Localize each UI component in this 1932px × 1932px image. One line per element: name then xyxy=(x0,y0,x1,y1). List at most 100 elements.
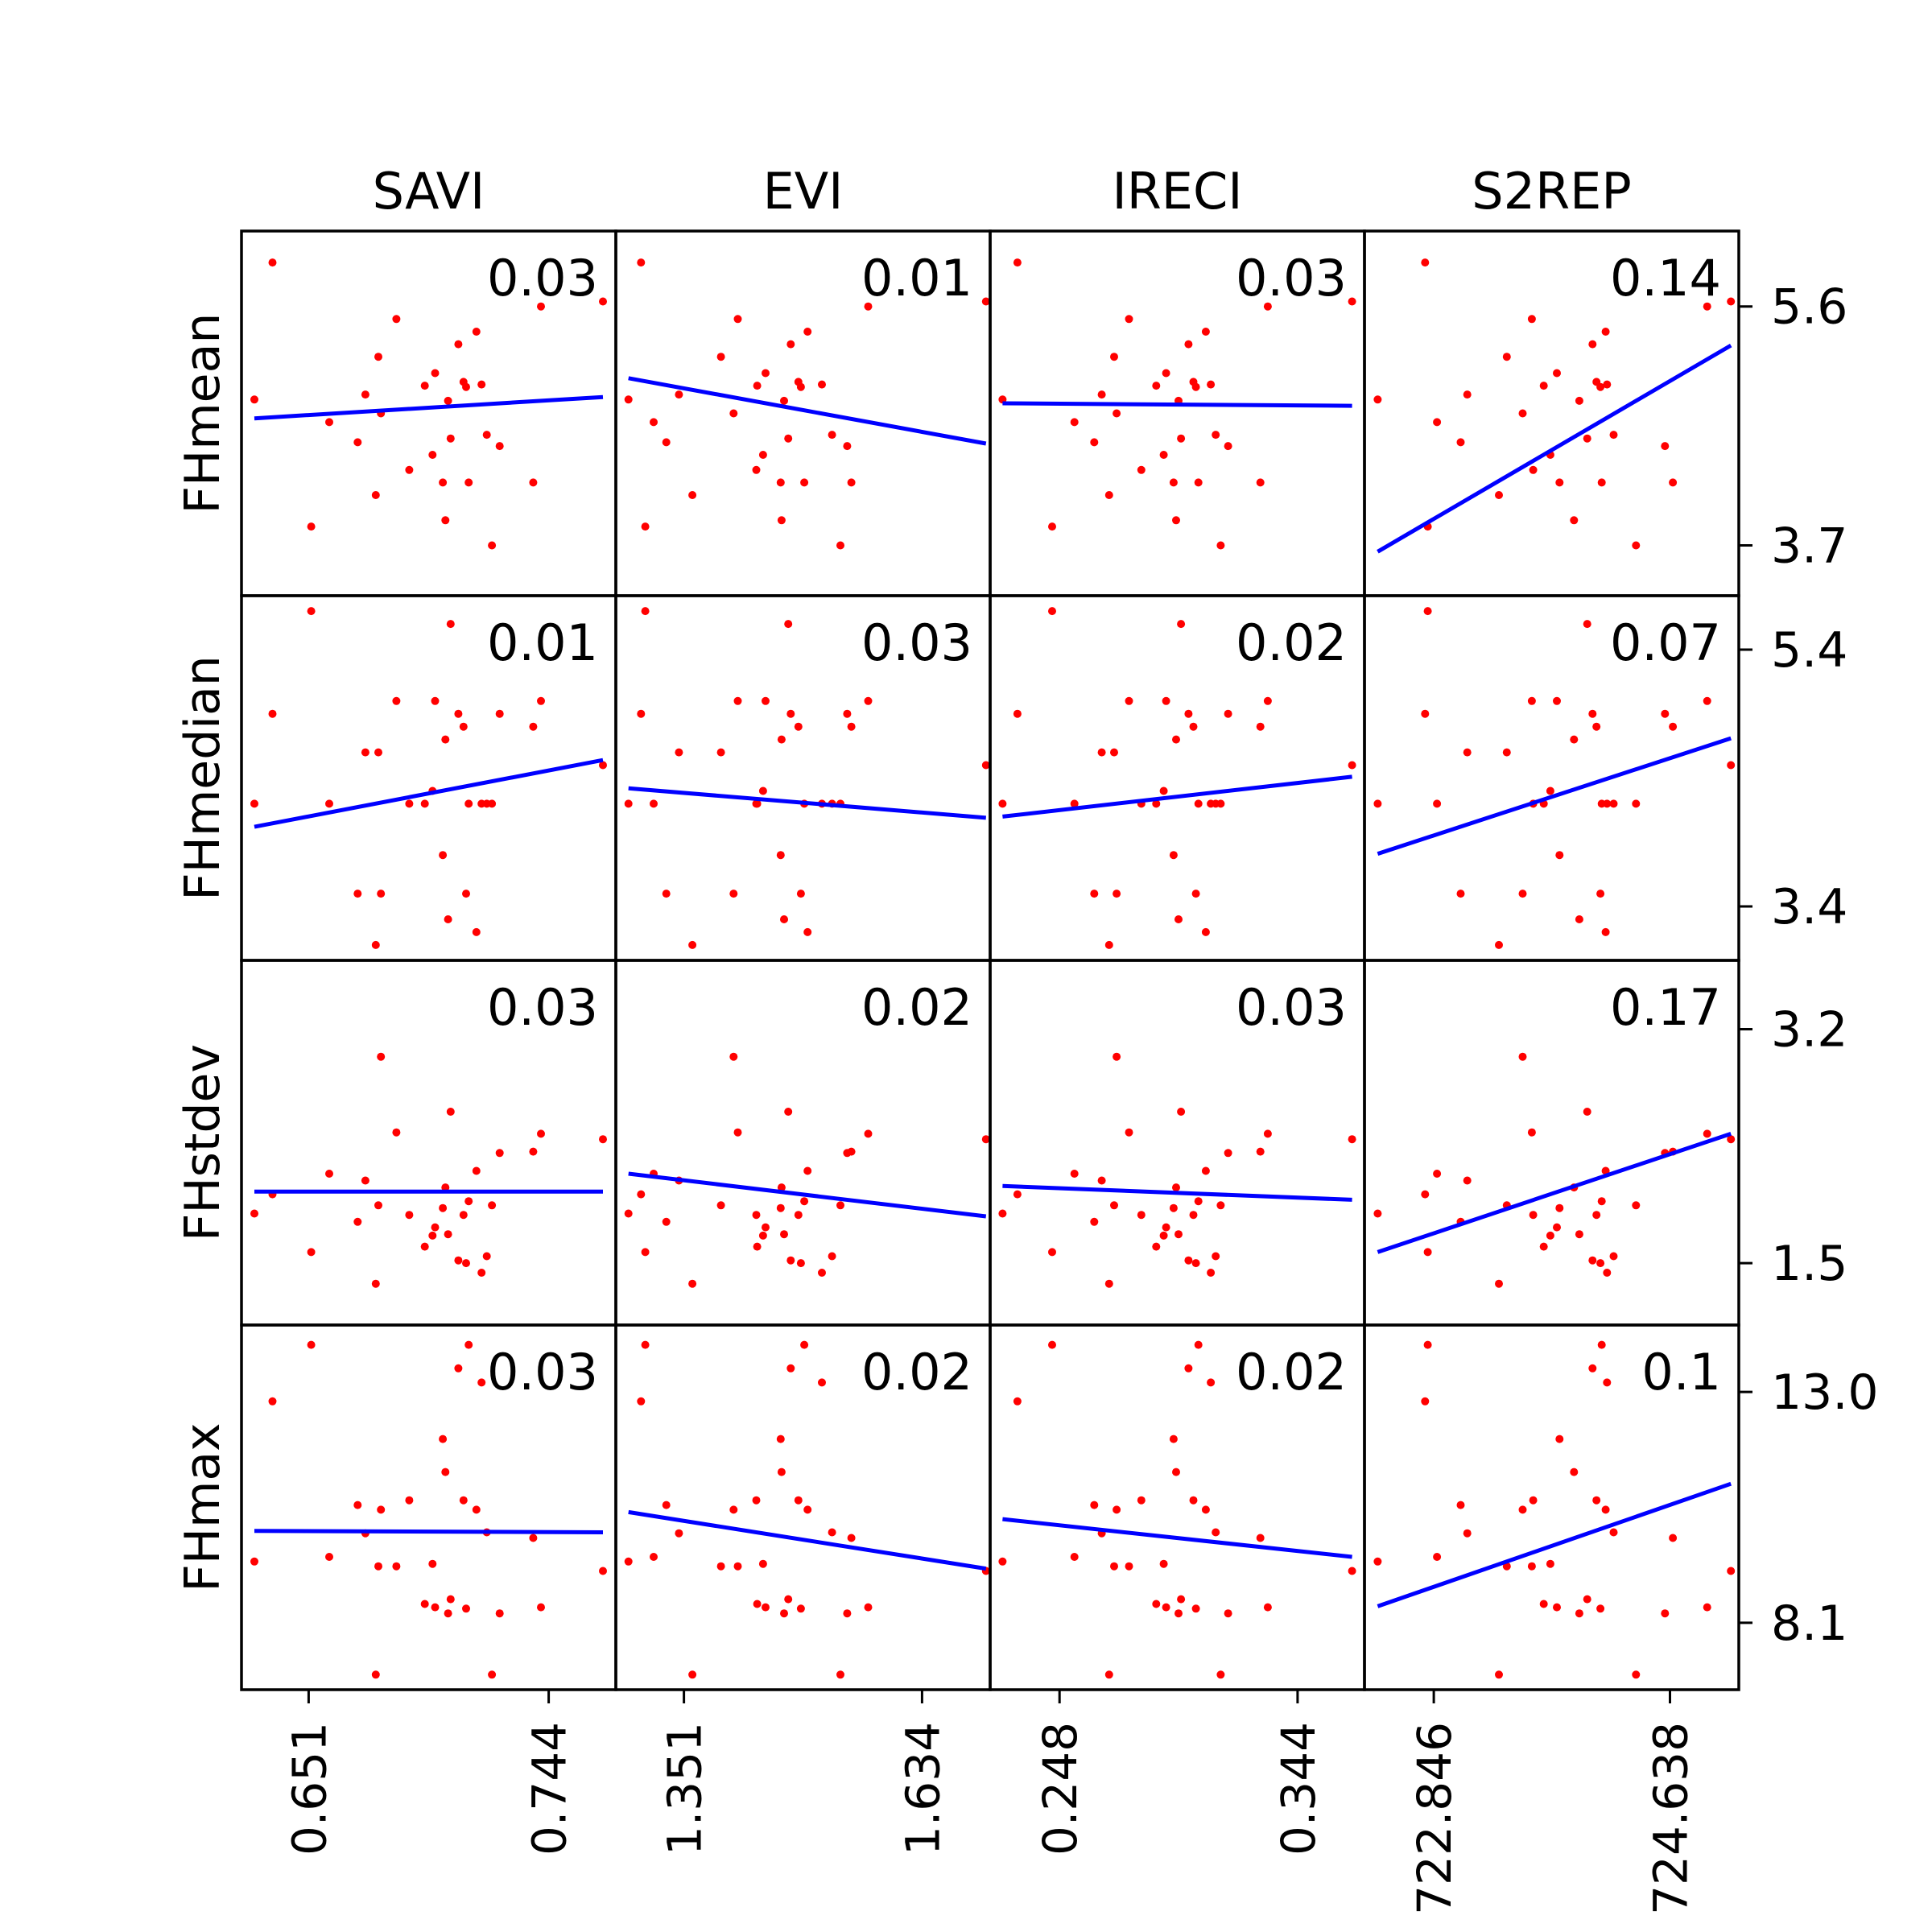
data-point xyxy=(454,340,463,349)
data-point xyxy=(777,516,786,525)
data-point xyxy=(420,1600,429,1608)
data-point xyxy=(1527,1128,1536,1137)
data-point xyxy=(1727,761,1736,770)
data-point xyxy=(1518,1505,1527,1514)
data-point xyxy=(1603,1269,1612,1277)
data-point xyxy=(843,1609,852,1618)
data-point xyxy=(599,761,607,770)
data-point xyxy=(1601,1505,1610,1514)
regression-line xyxy=(1377,1132,1732,1254)
data-point xyxy=(1224,709,1232,718)
data-point xyxy=(1070,418,1079,427)
r2-label: 0.17 xyxy=(1610,978,1721,1037)
data-point xyxy=(800,1340,809,1349)
data-point xyxy=(325,1553,333,1561)
data-point xyxy=(786,340,795,349)
data-point xyxy=(1104,1279,1113,1288)
data-point xyxy=(1373,395,1382,404)
data-point xyxy=(420,382,429,390)
data-point xyxy=(1421,1190,1430,1199)
data-point xyxy=(1583,620,1591,629)
data-point xyxy=(998,1209,1007,1218)
data-point xyxy=(1596,1259,1605,1268)
data-point xyxy=(1097,1176,1106,1185)
panel-FHstdev-S2REP: 0.17 xyxy=(1363,959,1740,1327)
data-point xyxy=(1597,1197,1606,1206)
data-point xyxy=(529,1534,538,1542)
data-point xyxy=(843,442,852,451)
y-tick-label: 5.6 xyxy=(1771,279,1847,336)
data-point xyxy=(464,478,473,487)
data-point xyxy=(1575,1609,1583,1618)
data-point xyxy=(1159,786,1168,795)
data-point xyxy=(1162,1223,1170,1232)
data-point xyxy=(1256,1534,1265,1542)
data-point xyxy=(371,491,380,499)
data-point xyxy=(803,1166,812,1175)
data-point xyxy=(1348,1567,1356,1575)
data-point xyxy=(1727,1135,1736,1144)
data-point xyxy=(1529,1211,1538,1220)
data-point xyxy=(1603,1378,1612,1387)
data-point xyxy=(441,1183,450,1192)
data-point xyxy=(1546,1231,1554,1240)
data-point xyxy=(1174,1609,1183,1618)
data-point xyxy=(1601,328,1610,336)
data-point xyxy=(307,522,316,531)
data-point xyxy=(662,438,671,447)
data-point xyxy=(1463,1529,1472,1538)
data-point xyxy=(1201,927,1210,936)
data-point xyxy=(1575,1230,1583,1239)
r2-label: 0.1 xyxy=(1641,1343,1721,1402)
data-point xyxy=(675,1529,683,1538)
data-point xyxy=(482,431,491,440)
data-point xyxy=(752,465,761,474)
data-point xyxy=(1110,748,1118,757)
column-title: IRECI xyxy=(1112,162,1242,221)
data-point xyxy=(1421,709,1430,718)
data-point xyxy=(675,748,683,757)
data-point xyxy=(836,541,844,550)
data-point xyxy=(864,1129,873,1138)
data-point xyxy=(268,1397,277,1406)
data-point xyxy=(1609,1252,1618,1261)
y-tick-label: 3.7 xyxy=(1771,518,1847,575)
data-point xyxy=(847,722,856,731)
r2-label: 0.03 xyxy=(487,978,598,1037)
data-point xyxy=(1194,799,1203,808)
data-point xyxy=(1669,722,1678,731)
data-point xyxy=(482,1252,491,1261)
data-point xyxy=(495,1149,504,1158)
data-point xyxy=(1727,1567,1736,1575)
data-point xyxy=(1104,491,1113,499)
data-point xyxy=(1263,1603,1272,1612)
data-point xyxy=(462,1604,470,1613)
data-point xyxy=(1575,396,1583,405)
data-point xyxy=(1070,1170,1079,1178)
data-point xyxy=(1433,799,1442,808)
data-point xyxy=(1592,722,1601,731)
data-point xyxy=(1632,1201,1641,1210)
data-point xyxy=(1669,478,1678,487)
data-point xyxy=(1348,297,1356,306)
data-point xyxy=(1189,722,1198,731)
data-point xyxy=(1159,451,1168,459)
r2-label: 0.03 xyxy=(1236,249,1347,308)
data-point xyxy=(662,1501,671,1509)
data-point xyxy=(1592,1496,1601,1505)
data-point xyxy=(624,395,633,404)
data-point xyxy=(1463,390,1472,399)
data-point xyxy=(1423,607,1432,616)
data-point xyxy=(1553,369,1561,378)
data-point xyxy=(1207,1269,1216,1277)
data-point xyxy=(1596,382,1605,391)
data-point xyxy=(1201,1166,1210,1175)
data-point xyxy=(828,1528,836,1537)
r2-label: 0.01 xyxy=(487,613,598,672)
data-point xyxy=(1495,491,1503,499)
y-tick-label: 13.0 xyxy=(1771,1364,1879,1421)
data-point xyxy=(529,722,538,731)
data-point xyxy=(1263,1129,1272,1138)
x-tick-label: 722.846 xyxy=(1407,1722,1462,1915)
data-point xyxy=(1177,620,1186,629)
